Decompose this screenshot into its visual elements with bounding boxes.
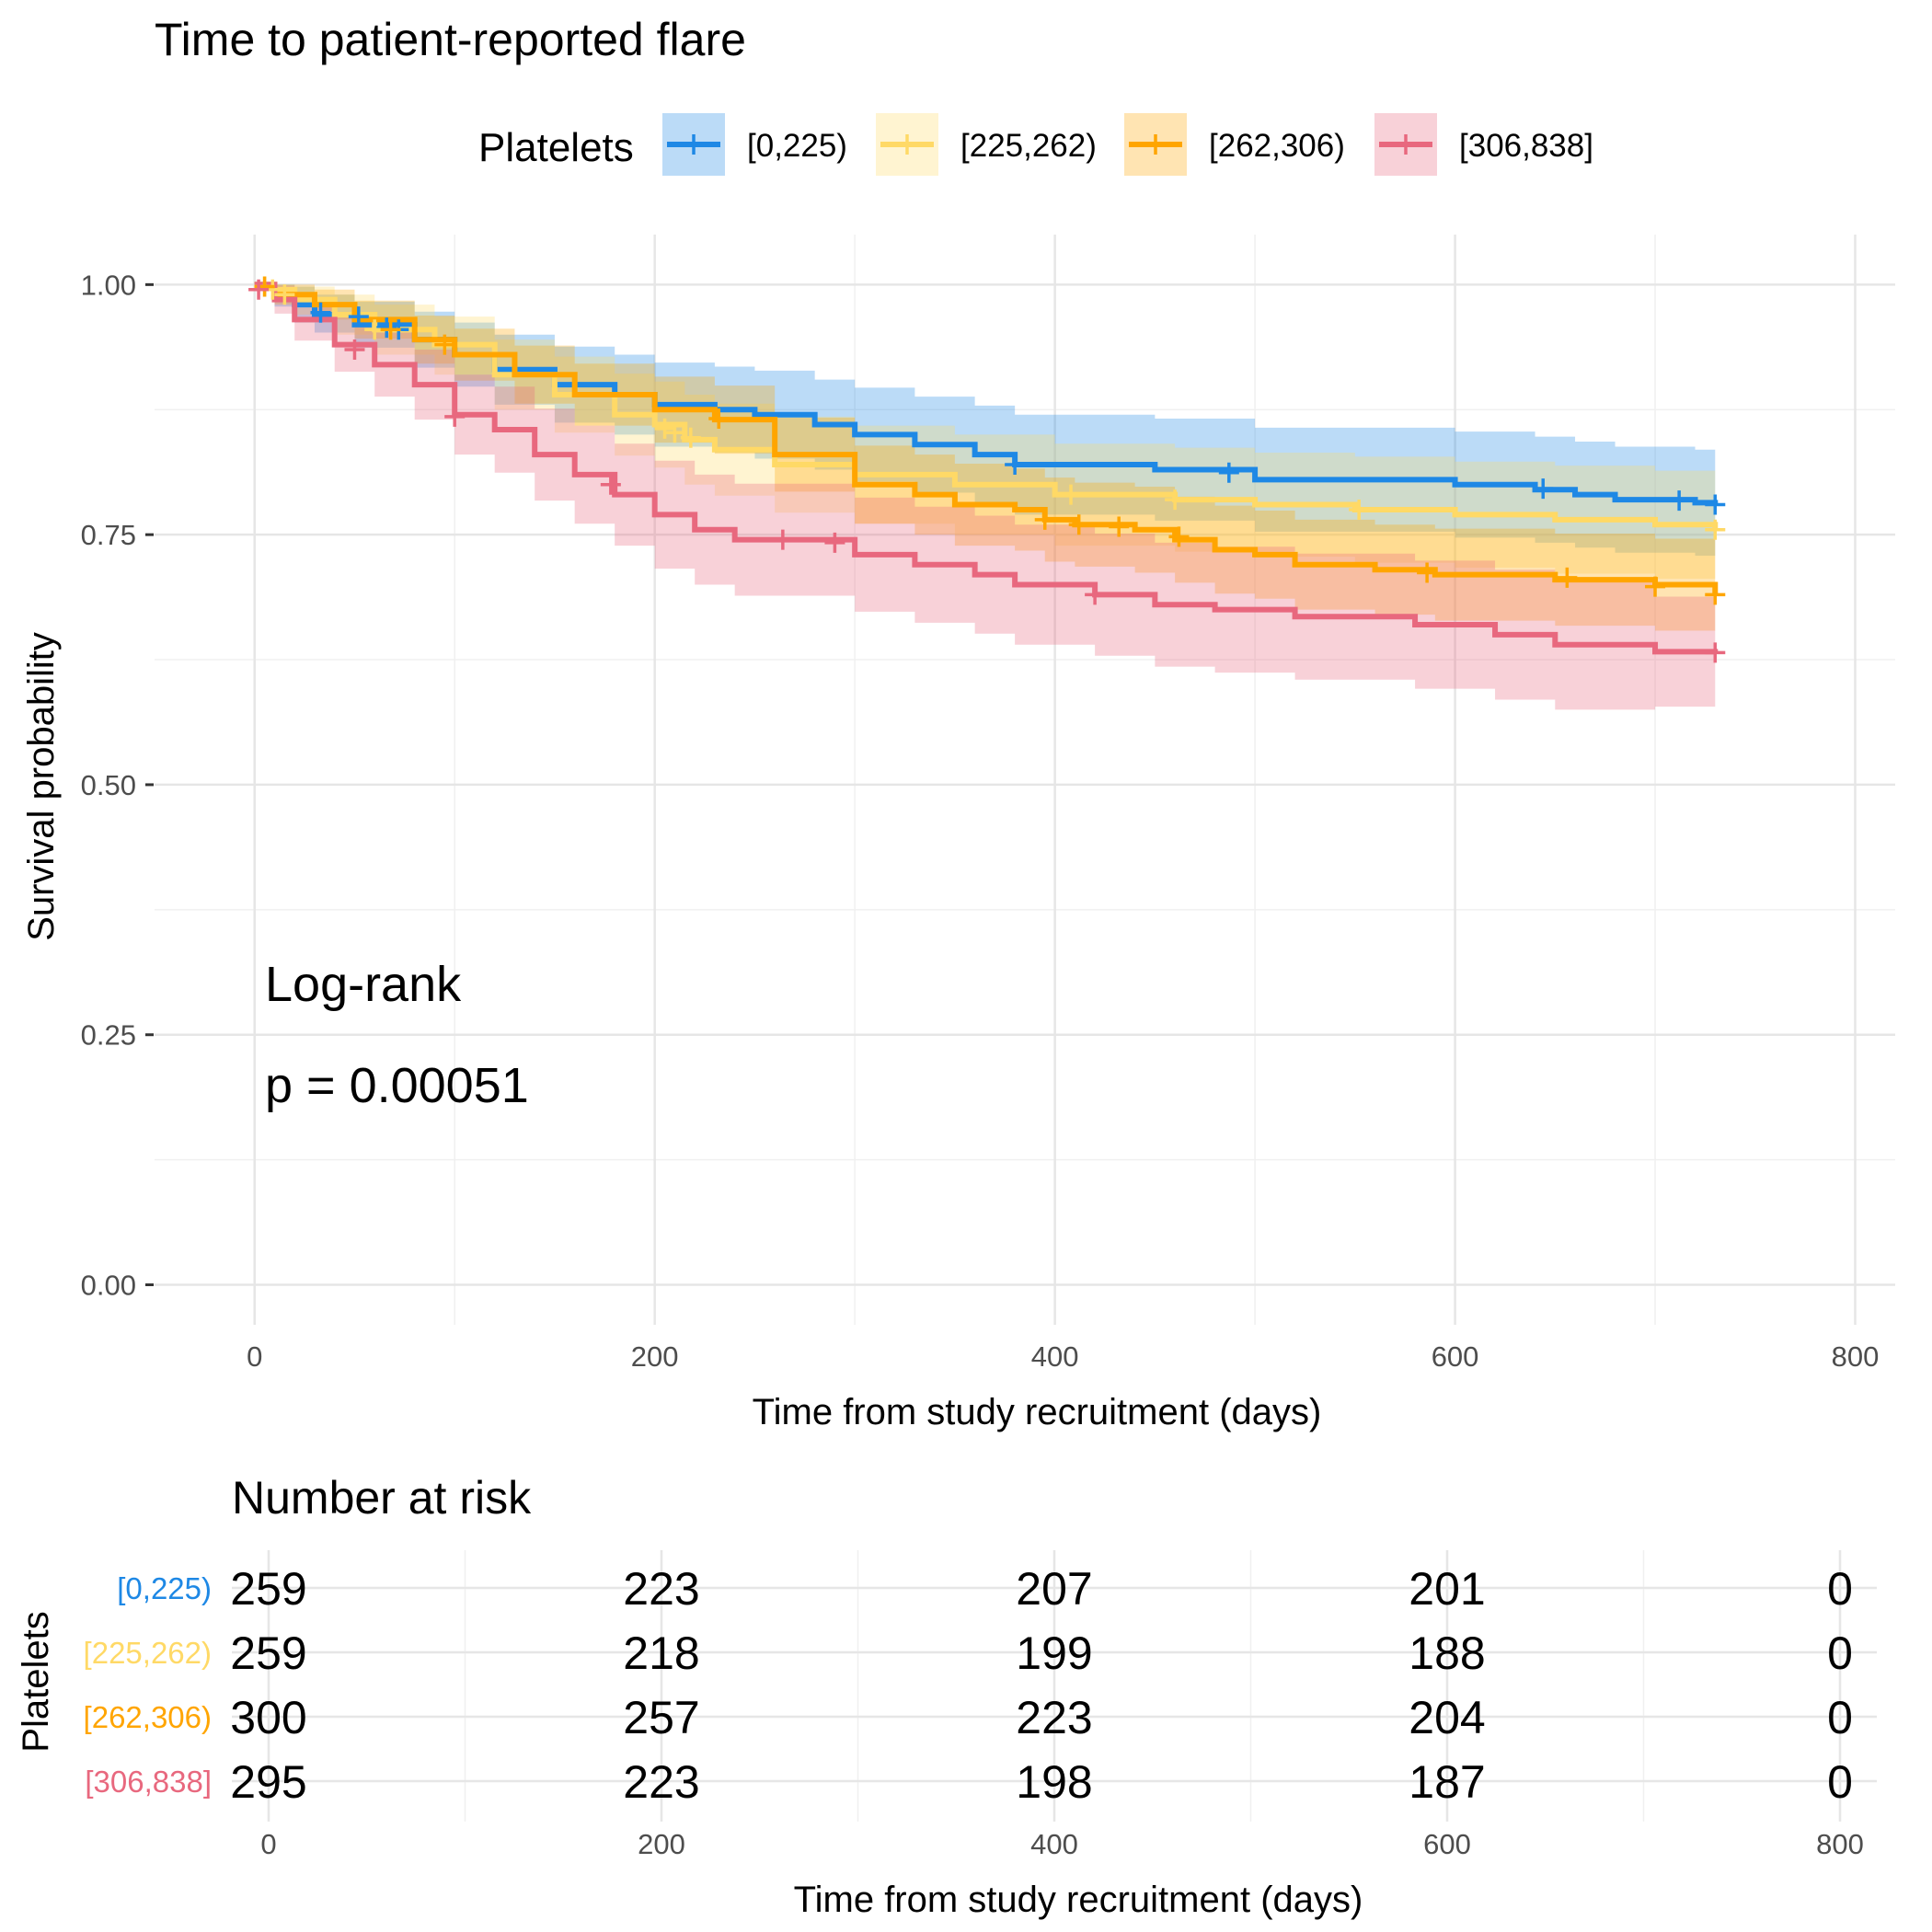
logrank-label: Log-rank <box>265 957 462 1012</box>
risk-x-tick-label: 0 <box>260 1828 276 1860</box>
censor-mark <box>1705 519 1726 540</box>
censor-mark <box>1068 514 1089 535</box>
censor-mark <box>1034 509 1055 530</box>
censor-mark <box>1645 576 1666 597</box>
risk-row-label: [225,262) <box>84 1636 212 1670</box>
censor-mark <box>824 532 845 553</box>
legend-label: [225,262) <box>960 128 1097 164</box>
risk-count: 204 <box>1409 1692 1485 1743</box>
risk-count: 207 <box>1016 1563 1092 1615</box>
censor-mark <box>348 306 369 328</box>
censor-mark <box>1533 478 1554 500</box>
censor-mark <box>1349 499 1370 520</box>
risk-x-tick-label: 600 <box>1423 1828 1471 1860</box>
risk-count: 199 <box>1016 1627 1092 1679</box>
censor-mark <box>1705 584 1726 605</box>
chart-title: Time to patient-reported flare <box>155 14 746 65</box>
y-axis-title: Survival probability <box>21 632 62 941</box>
risk-count: 0 <box>1827 1627 1853 1679</box>
y-tick-label: 0.00 <box>81 1270 136 1302</box>
risk-x-tick-label: 200 <box>638 1828 685 1860</box>
risk-count: 223 <box>623 1563 699 1615</box>
risk-count: 0 <box>1827 1692 1853 1743</box>
censor-mark <box>444 406 466 427</box>
censor-mark <box>1705 642 1726 663</box>
x-tick-label: 400 <box>1031 1340 1079 1373</box>
risk-count: 187 <box>1409 1756 1485 1808</box>
censor-mark <box>1165 489 1186 511</box>
risk-count: 295 <box>230 1756 306 1808</box>
risk-table-x-title: Time from study recruitment (days) <box>794 1880 1363 1920</box>
censor-mark <box>1109 516 1130 537</box>
censor-mark <box>664 422 685 443</box>
risk-row-label: [0,225) <box>117 1571 212 1605</box>
risk-x-tick-label: 400 <box>1030 1828 1078 1860</box>
x-tick-label: 0 <box>247 1340 262 1373</box>
x-tick-label: 800 <box>1832 1340 1880 1373</box>
censor-mark <box>1061 484 1082 505</box>
censor-mark <box>344 339 365 361</box>
censor-mark <box>1168 526 1190 547</box>
risk-row-label: [262,306) <box>84 1700 212 1734</box>
risk-count: 223 <box>623 1756 699 1808</box>
x-tick-label: 200 <box>631 1340 679 1373</box>
censor-mark <box>680 427 701 448</box>
risk-table-title: Number at risk <box>232 1472 532 1524</box>
legend: Platelets [0,225) [225,262) [262,306) [306,… <box>478 113 1593 176</box>
censor-mark <box>600 474 621 495</box>
censor-mark <box>380 319 401 340</box>
legend-label: [0,225) <box>747 128 847 164</box>
ci-band-[0,225) <box>254 284 1716 558</box>
censor-mark <box>434 334 455 355</box>
censor-mark <box>274 284 295 305</box>
risk-table-y-title: Platelets <box>16 1611 56 1752</box>
censor-mark <box>1705 494 1726 515</box>
risk-count: 198 <box>1016 1756 1092 1808</box>
p-value-label: p = 0.00051 <box>265 1058 529 1113</box>
risk-count: 223 <box>1016 1692 1092 1743</box>
risk-count: 218 <box>623 1627 699 1679</box>
legend-title: Platelets <box>478 125 634 170</box>
y-tick-label: 0.50 <box>81 769 136 801</box>
legend-label: [306,838] <box>1459 128 1593 164</box>
survival-curve-[262,306) <box>254 282 1719 595</box>
risk-count: 259 <box>230 1563 306 1615</box>
censor-mark <box>310 302 331 323</box>
risk-count: 0 <box>1827 1563 1853 1615</box>
censor-mark <box>708 408 730 430</box>
x-tick-label: 600 <box>1432 1340 1479 1373</box>
legend-label: [262,306) <box>1209 128 1345 164</box>
censor-mark <box>772 529 793 550</box>
censor-mark <box>1085 584 1106 605</box>
y-tick-label: 1.00 <box>81 269 136 301</box>
risk-count: 0 <box>1827 1756 1853 1808</box>
survival-plot-panel: 0 200 400 600 800 0.00 0.25 0.50 0.75 1.00 <box>81 235 1895 1373</box>
risk-x-tick-label: 800 <box>1816 1828 1864 1860</box>
risk-table-panel: 0 200 400 600 800 [0,225) 259 223 207 201 0 [225,26… <box>84 1550 1877 1860</box>
censor-mark <box>1218 462 1239 483</box>
risk-count: 188 <box>1409 1627 1485 1679</box>
censor-mark <box>248 279 270 300</box>
risk-count: 201 <box>1409 1563 1485 1615</box>
censor-mark <box>1557 567 1578 588</box>
x-axis-title: Time from study recruitment (days) <box>753 1392 1322 1432</box>
censor-mark <box>1005 454 1026 476</box>
censor-mark <box>654 418 675 439</box>
y-tick-label: 0.75 <box>81 519 136 551</box>
ci-band-[306,838] <box>254 284 1716 710</box>
risk-count: 259 <box>230 1627 306 1679</box>
risk-count: 300 <box>230 1692 306 1743</box>
censor-mark <box>376 317 397 339</box>
ci-band-[262,306) <box>254 284 1716 642</box>
censor-mark <box>1669 490 1690 512</box>
risk-row-label: [306,838] <box>85 1765 212 1799</box>
risk-count: 257 <box>623 1692 699 1743</box>
y-tick-label: 0.25 <box>81 1019 136 1052</box>
censor-mark <box>1417 562 1438 583</box>
